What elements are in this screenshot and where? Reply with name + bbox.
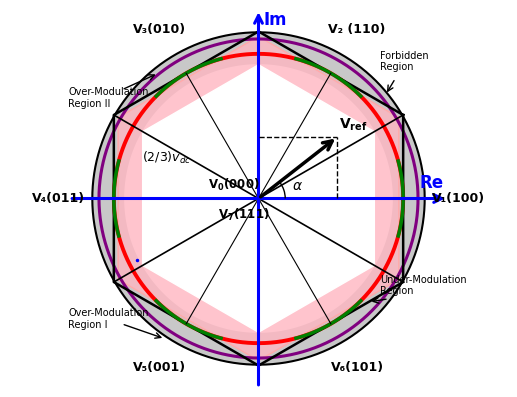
Text: $\mathbf{V_7}$(111): $\mathbf{V_7}$(111): [218, 206, 270, 223]
Text: Over-Modulation
Region I: Over-Modulation Region I: [68, 308, 148, 330]
Text: V₁(100): V₁(100): [432, 192, 485, 205]
Text: V₃(010): V₃(010): [133, 23, 187, 36]
Polygon shape: [93, 33, 424, 364]
Polygon shape: [143, 65, 374, 332]
Text: $\mathbf{V_{ref}}$: $\mathbf{V_{ref}}$: [339, 116, 368, 133]
Text: V₄(011): V₄(011): [32, 192, 85, 205]
Text: Over-Modulation
Region II: Over-Modulation Region II: [68, 87, 148, 109]
Polygon shape: [125, 65, 392, 332]
Text: $\alpha$: $\alpha$: [292, 179, 303, 193]
Text: $\mathbf{V_0}$(000): $\mathbf{V_0}$(000): [208, 177, 260, 193]
Text: $(2/3)v_{dc}$: $(2/3)v_{dc}$: [142, 150, 191, 166]
Text: Im: Im: [264, 11, 287, 29]
Text: V₅(001): V₅(001): [133, 361, 187, 374]
Text: V₆(101): V₆(101): [330, 361, 384, 374]
Text: Re: Re: [420, 174, 444, 192]
Polygon shape: [118, 37, 399, 360]
Text: Forbidden
Region: Forbidden Region: [381, 51, 429, 72]
Text: Under-Modulation
Region: Under-Modulation Region: [381, 275, 467, 296]
Text: V₂ (110): V₂ (110): [328, 23, 386, 36]
